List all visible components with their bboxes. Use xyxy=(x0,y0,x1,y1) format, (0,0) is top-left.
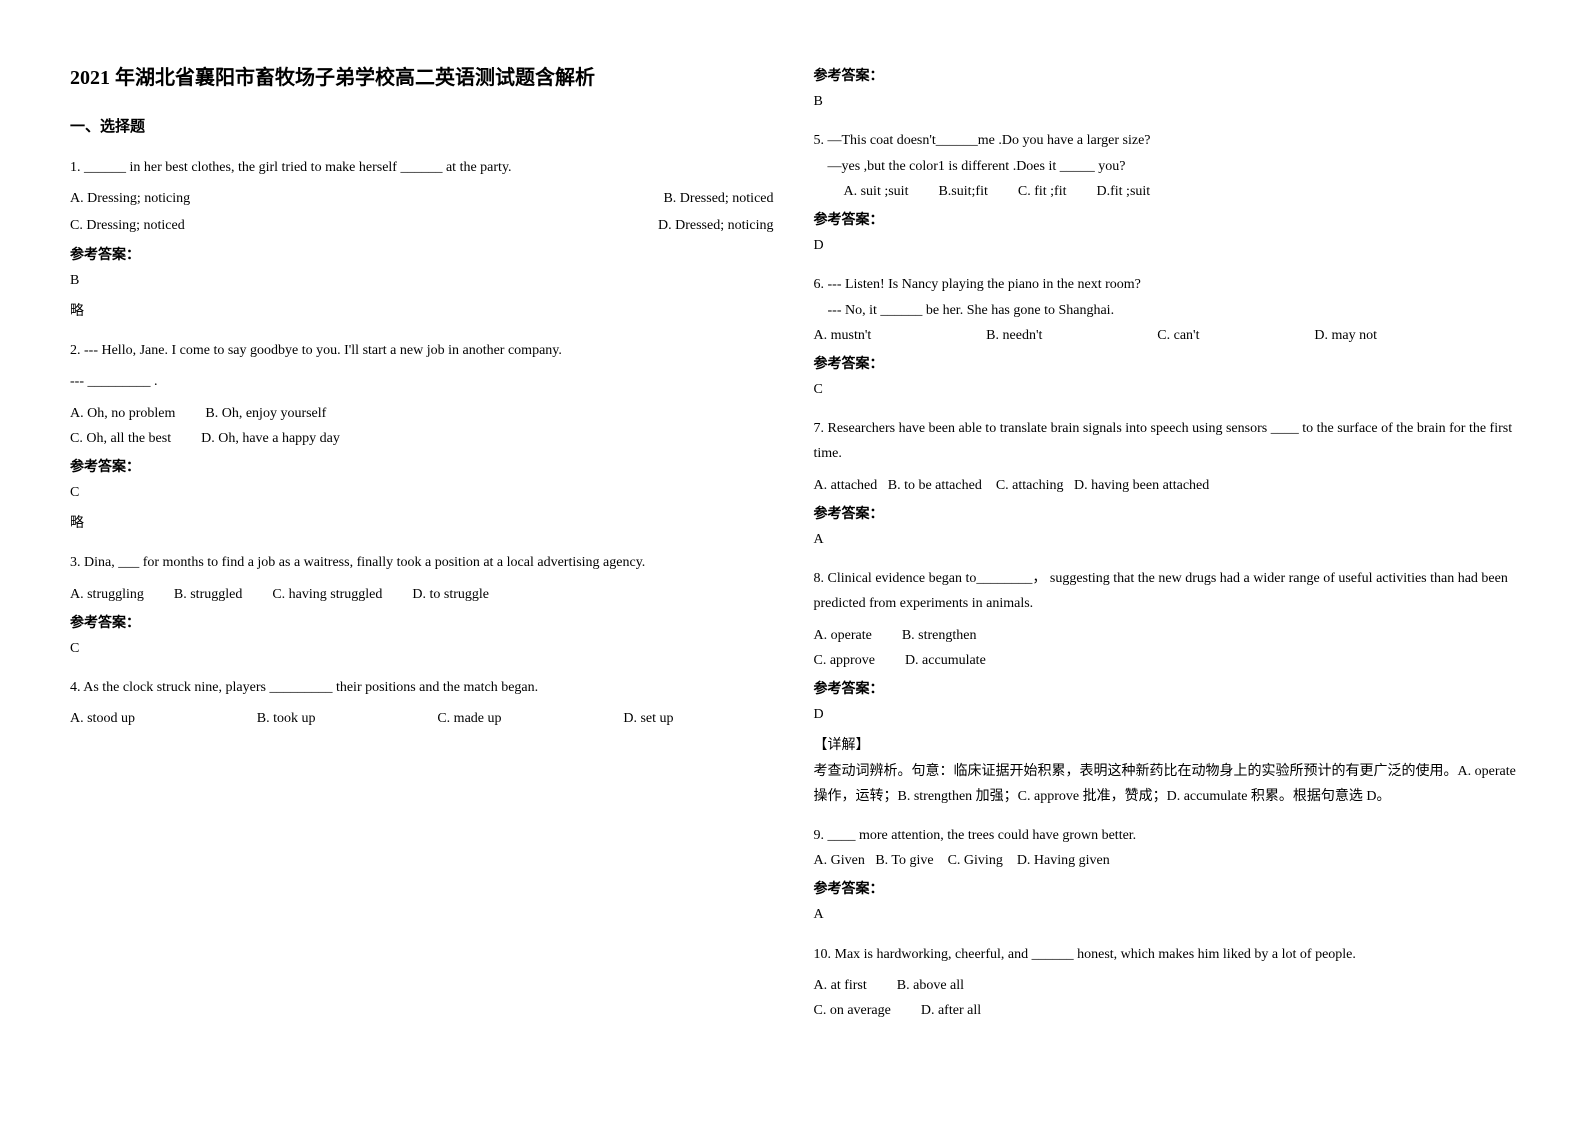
option-c: C. can't xyxy=(1157,323,1199,348)
question-5: 5. —This coat doesn't______me .Do you ha… xyxy=(814,128,1518,258)
option-a: A. Dressing; noticing xyxy=(70,186,190,211)
option-b: B. needn't xyxy=(986,323,1042,348)
question-4: 4. As the clock struck nine, players ___… xyxy=(70,675,774,731)
option-c: C. fit ;fit xyxy=(1018,179,1067,204)
page-title: 2021 年湖北省襄阳市畜牧场子弟学校高二英语测试题含解析 xyxy=(70,60,774,96)
option-c: C. having struggled xyxy=(272,582,382,607)
option-a: A. stood up xyxy=(70,706,135,731)
question-3: 3. Dina, ___ for months to find a job as… xyxy=(70,550,774,661)
answer-label: 参考答案： xyxy=(814,502,1518,527)
question-text: 10. Max is hardworking, cheerful, and __… xyxy=(814,942,1518,967)
left-column: 2021 年湖北省襄阳市畜牧场子弟学校高二英语测试题含解析 一、选择题 1. _… xyxy=(50,60,794,1082)
q4-answer: B xyxy=(814,89,1518,114)
options-row-2: C. Oh, all the best D. Oh, have a happy … xyxy=(70,426,774,451)
option-a: A. struggling xyxy=(70,582,144,607)
section-header: 一、选择题 xyxy=(70,114,774,141)
right-column: 参考答案： B 5. —This coat doesn't______me .D… xyxy=(794,60,1538,1082)
question-text: 4. As the clock struck nine, players ___… xyxy=(70,675,774,700)
answer-value: D xyxy=(814,702,1518,727)
answer-note: 略 xyxy=(70,299,774,324)
option-a: A. Oh, no problem xyxy=(70,401,175,426)
option-a: A. mustn't xyxy=(814,323,872,348)
option-d: D.fit ;suit xyxy=(1097,179,1151,204)
answer-value: C xyxy=(814,377,1518,402)
options-row-1: A. operate B. strengthen xyxy=(814,623,1518,648)
question-line2: —yes ,but the color1 is different .Does … xyxy=(814,154,1518,179)
answer-value: C xyxy=(70,636,774,661)
question-line1: 2. --- Hello, Jane. I come to say goodby… xyxy=(70,338,774,363)
options-row-2: C. on average D. after all xyxy=(814,998,1518,1023)
option-d: D. Dressed; noticing xyxy=(658,213,773,238)
option-c: C. Oh, all the best xyxy=(70,426,171,451)
question-text: 1. ______ in her best clothes, the girl … xyxy=(70,155,774,180)
question-9: 9. ____ more attention, the trees could … xyxy=(814,823,1518,928)
option-d: D. set up xyxy=(623,706,673,731)
question-8: 8. Clinical evidence began to________， s… xyxy=(814,566,1518,809)
answer-value: A xyxy=(814,527,1518,552)
question-text: 7. Researchers have been able to transla… xyxy=(814,416,1518,466)
option-d: D. accumulate xyxy=(905,648,986,673)
question-options: A. Dressing; noticing B. Dressed; notice… xyxy=(70,186,774,238)
explain-text: 考查动词辨析。句意：临床证据开始积累，表明这种新药比在动物身上的实验所预计的有更… xyxy=(814,759,1518,809)
option-c: C. approve xyxy=(814,648,875,673)
answer-label-top: 参考答案： xyxy=(814,64,1518,89)
question-1: 1. ______ in her best clothes, the girl … xyxy=(70,155,774,324)
option-b: B. struggled xyxy=(174,582,242,607)
option-b: B.suit;fit xyxy=(938,179,987,204)
question-line2: --- No, it ______ be her. She has gone t… xyxy=(814,298,1518,323)
option-c: C. Dressing; noticed xyxy=(70,213,185,238)
answer-label: 参考答案： xyxy=(70,243,774,268)
options-row-2: C. approve D. accumulate xyxy=(814,648,1518,673)
question-line2: --- _________ . xyxy=(70,369,774,394)
option-c: C. made up xyxy=(437,706,501,731)
answer-label: 参考答案： xyxy=(814,877,1518,902)
option-d: D. may not xyxy=(1314,323,1377,348)
answer-value: C xyxy=(70,480,774,505)
options-row-1: A. Oh, no problem B. Oh, enjoy yourself xyxy=(70,401,774,426)
question-text: 3. Dina, ___ for months to find a job as… xyxy=(70,550,774,575)
option-d: D. after all xyxy=(921,998,981,1023)
options-line: A. Given B. To give C. Giving D. Having … xyxy=(814,848,1518,873)
question-line1: 5. —This coat doesn't______me .Do you ha… xyxy=(814,128,1518,153)
answer-label: 参考答案： xyxy=(814,352,1518,377)
option-d: D. to struggle xyxy=(412,582,489,607)
option-a: A. suit ;suit xyxy=(844,179,909,204)
question-text: 9. ____ more attention, the trees could … xyxy=(814,823,1518,848)
question-2: 2. --- Hello, Jane. I come to say goodby… xyxy=(70,338,774,536)
option-b: B. strengthen xyxy=(902,623,977,648)
question-7: 7. Researchers have been able to transla… xyxy=(814,416,1518,552)
option-b: B. Dressed; noticed xyxy=(663,186,773,211)
option-c: C. on average xyxy=(814,998,891,1023)
explain-label: 【详解】 xyxy=(814,733,1518,758)
options-row: A. stood up B. took up C. made up D. set… xyxy=(70,706,774,731)
answer-label: 参考答案： xyxy=(814,677,1518,702)
options-row-1: A. at first B. above all xyxy=(814,973,1518,998)
answer-value: D xyxy=(814,233,1518,258)
answer-value: B xyxy=(70,268,774,293)
question-line1: 6. --- Listen! Is Nancy playing the pian… xyxy=(814,272,1518,297)
option-d: D. Oh, have a happy day xyxy=(201,426,340,451)
option-b: B. took up xyxy=(257,706,316,731)
answer-note: 略 xyxy=(70,511,774,536)
question-10: 10. Max is hardworking, cheerful, and __… xyxy=(814,942,1518,1024)
option-b: B. above all xyxy=(897,973,964,998)
question-text: 8. Clinical evidence began to________， s… xyxy=(814,566,1518,616)
answer-label: 参考答案： xyxy=(70,611,774,636)
options-row: A. struggling B. struggled C. having str… xyxy=(70,582,774,607)
options-row: A. suit ;suit B.suit;fit C. fit ;fit D.f… xyxy=(814,179,1518,204)
question-6: 6. --- Listen! Is Nancy playing the pian… xyxy=(814,272,1518,402)
option-a: A. at first xyxy=(814,973,867,998)
option-a: A. operate xyxy=(814,623,872,648)
answer-value: A xyxy=(814,902,1518,927)
options-row: A. mustn't B. needn't C. can't D. may no… xyxy=(814,323,1518,348)
options-line: A. attached B. to be attached C. attachi… xyxy=(814,473,1518,498)
option-b: B. Oh, enjoy yourself xyxy=(205,401,326,426)
answer-label: 参考答案： xyxy=(70,455,774,480)
answer-label: 参考答案： xyxy=(814,208,1518,233)
